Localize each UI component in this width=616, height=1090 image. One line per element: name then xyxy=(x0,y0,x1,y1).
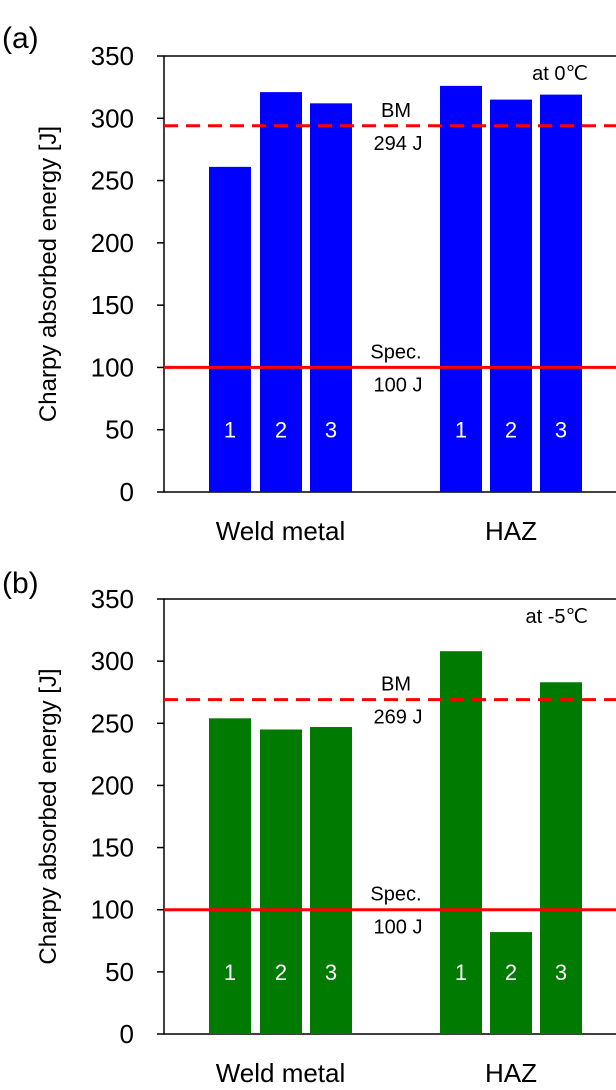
x-category-label: Weld metal xyxy=(216,516,346,546)
panel-label: (a) xyxy=(2,22,39,55)
bar-number-label: 1 xyxy=(224,960,236,985)
bar xyxy=(490,932,532,1034)
y-tick-label: 150 xyxy=(91,833,134,863)
bar-number-label: 1 xyxy=(455,960,467,985)
chart-panel-b: (b) 0 50 100 150 200 250 300 350 Charpy absorbed … xyxy=(2,567,616,1088)
bar-number-label: 2 xyxy=(275,418,287,443)
bar xyxy=(440,85,482,492)
bar xyxy=(209,166,251,492)
y-tick-label: 100 xyxy=(91,352,134,382)
reference-line-label: BM xyxy=(381,674,411,696)
bar-number-label: 2 xyxy=(275,960,287,985)
y-tick-label: 50 xyxy=(105,957,134,987)
y-tick-label: 300 xyxy=(91,646,134,676)
bar-number-label: 3 xyxy=(555,418,567,443)
panel-label: (b) xyxy=(2,567,39,600)
y-tick-label: 250 xyxy=(91,166,134,196)
y-tick-label: 150 xyxy=(91,290,134,320)
reference-line-label: Spec. xyxy=(370,341,421,363)
plot-frame xyxy=(163,55,616,493)
x-category-label: HAZ xyxy=(485,516,537,546)
bar xyxy=(540,94,582,493)
y-tick-label: 100 xyxy=(91,895,134,925)
bar xyxy=(440,651,482,1034)
y-tick-label: 350 xyxy=(91,41,134,71)
reference-line-value: 100 J xyxy=(374,917,423,939)
y-tick-label: 200 xyxy=(91,770,134,800)
temperature-annotation: at -5℃ xyxy=(526,606,588,628)
reference-line-label: BM xyxy=(381,100,411,122)
y-tick-label: 0 xyxy=(120,477,134,507)
bar-number-label: 2 xyxy=(505,418,517,443)
bar xyxy=(260,92,302,492)
bar-number-label: 1 xyxy=(455,418,467,443)
bar-number-label: 3 xyxy=(325,418,337,443)
y-tick-label: 250 xyxy=(91,708,134,738)
y-tick-label: 350 xyxy=(91,584,134,614)
temperature-annotation: at 0℃ xyxy=(532,63,588,85)
bar-number-label: 2 xyxy=(505,960,517,985)
bar xyxy=(310,103,352,492)
bar xyxy=(490,99,532,492)
reference-line-value: 269 J xyxy=(374,707,423,729)
bar xyxy=(540,682,582,1034)
bar-number-label: 3 xyxy=(555,960,567,985)
y-axis-label: Charpy absorbed energy [J] xyxy=(35,668,62,964)
x-category-label: HAZ xyxy=(485,1058,537,1088)
plot-frame xyxy=(163,598,616,1035)
bar-number-label: 1 xyxy=(224,418,236,443)
y-axis-label: Charpy absorbed energy [J] xyxy=(35,126,62,422)
reference-line-value: 100 J xyxy=(374,374,423,396)
reference-line-value: 294 J xyxy=(374,133,423,155)
reference-line-label: Spec. xyxy=(370,884,421,906)
y-tick-label: 50 xyxy=(105,415,134,445)
chart-panel-a: (a) 0 50 100 150 200 250 300 350 Charpy absorbed … xyxy=(2,22,616,546)
bar xyxy=(209,718,251,1034)
x-category-label: Weld metal xyxy=(216,1058,346,1088)
bar-number-label: 3 xyxy=(325,960,337,985)
y-tick-label: 300 xyxy=(91,103,134,133)
bar xyxy=(310,727,352,1034)
y-tick-label: 0 xyxy=(120,1019,134,1049)
y-tick-label: 200 xyxy=(91,228,134,258)
bar xyxy=(260,729,302,1034)
